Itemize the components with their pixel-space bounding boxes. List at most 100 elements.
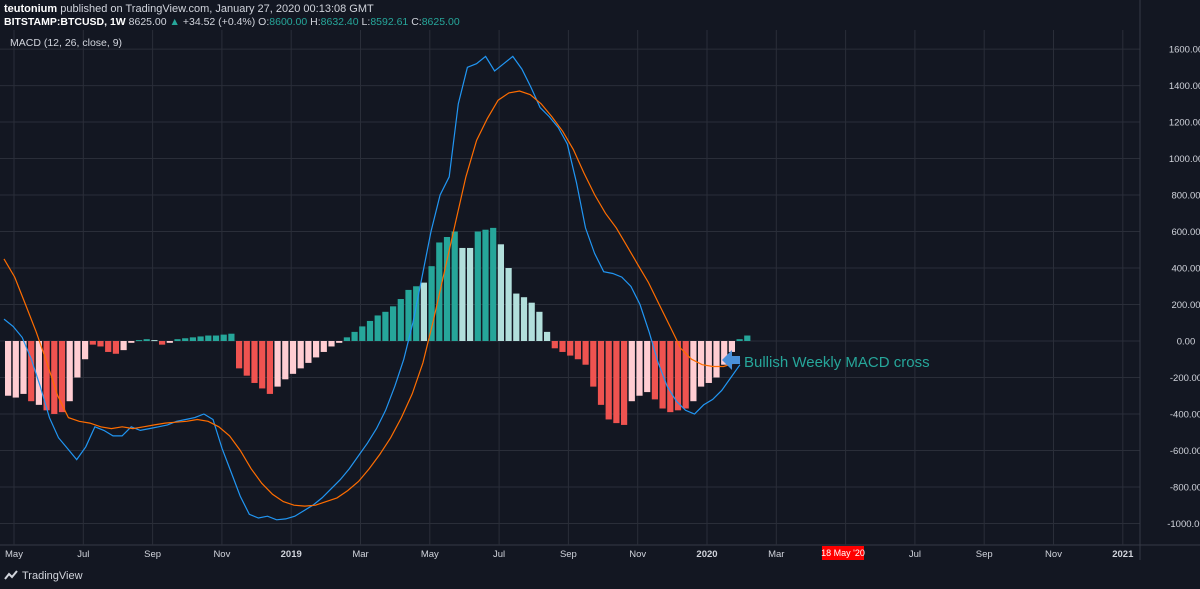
y-tick-label: -800.00: [1170, 482, 1200, 493]
symbol-name[interactable]: BITSTAMP:BTCUSD, 1W: [4, 16, 126, 28]
histogram-bar: [174, 339, 181, 341]
histogram-bar: [282, 341, 289, 380]
y-tick-label: 400.00: [1171, 264, 1200, 275]
y-tick-label: -1000.00: [1167, 519, 1200, 530]
histogram-bar: [205, 335, 212, 341]
x-tick-label: 2021: [1112, 549, 1134, 560]
signal-line: [3, 90, 735, 507]
histogram-bar: [74, 341, 81, 378]
x-tick-label: Jul: [909, 549, 921, 560]
histogram-bar: [674, 341, 682, 411]
histogram-bar: [505, 268, 512, 341]
symbol-bar: BITSTAMP:BTCUSD, 1W 8625.00 ▲ +34.52 (+0…: [4, 16, 460, 29]
histogram-bar: [112, 341, 119, 354]
indicator-label[interactable]: MACD (12, 26, close, 9): [10, 37, 123, 49]
y-tick-label: 200.00: [1171, 300, 1200, 311]
histogram-bar: [744, 335, 751, 341]
x-tick-label: 2019: [281, 549, 302, 560]
histogram-bar: [328, 341, 335, 347]
histogram-bar: [482, 229, 489, 341]
x-tick-label: Sep: [560, 549, 577, 560]
histogram-bar: [336, 341, 343, 343]
x-tick-label: Jul: [493, 549, 505, 560]
histogram-bar: [105, 341, 112, 352]
histogram-bar: [628, 341, 635, 402]
histogram-bar: [228, 333, 235, 341]
publish-info: published on TradingView.com, January 27…: [60, 3, 374, 15]
histogram-bar: [82, 341, 89, 360]
y-tick-label: 800.00: [1171, 191, 1200, 202]
histogram-bar: [313, 341, 320, 358]
histogram-bar: [613, 341, 620, 424]
histogram-bar: [567, 341, 574, 356]
histogram-bar: [66, 341, 73, 402]
histogram-bar: [490, 227, 497, 341]
x-tick-label: May: [5, 549, 23, 560]
histogram-bar: [536, 311, 543, 341]
histogram-bar: [128, 341, 135, 343]
x-tick-label: Nov: [213, 549, 230, 560]
price-change: +34.52 (+0.4%): [182, 16, 256, 28]
y-tick-label: -200.00: [1170, 373, 1200, 384]
histogram-bar: [251, 341, 258, 383]
histogram-bar: [682, 341, 689, 409]
histogram-bar: [97, 341, 104, 347]
histogram-bar: [544, 331, 551, 341]
histogram-bar: [621, 341, 628, 425]
histogram-bar: [189, 337, 196, 341]
histogram-bar: [459, 247, 466, 341]
histogram-bar: [397, 299, 404, 341]
histogram-bar: [297, 341, 304, 369]
histogram-bar: [343, 337, 350, 341]
y-tick-label: -400.00: [1170, 409, 1200, 420]
histogram-bar: [220, 334, 227, 341]
high-label: H:: [310, 16, 321, 28]
x-tick-label: Sep: [976, 549, 993, 560]
histogram-bar: [374, 315, 381, 341]
high-value: 8632.40: [320, 16, 359, 28]
date-marker-label: 18 May '20: [821, 548, 865, 558]
histogram-bar: [728, 341, 735, 352]
y-tick-label: 1400.00: [1169, 81, 1200, 92]
histogram-bar: [644, 341, 651, 393]
left-arrow-icon: [722, 350, 740, 370]
x-tick-label: 2020: [696, 549, 717, 560]
histogram-bar: [159, 341, 166, 345]
x-tick-label: May: [421, 549, 439, 560]
open-value: 8600.00: [269, 16, 308, 28]
publish-header: teutonium published on TradingView.com, …: [4, 3, 374, 16]
histogram-bar: [428, 266, 435, 341]
histogram-bar: [305, 341, 312, 363]
histogram-bar: [651, 341, 658, 400]
histogram-bar: [5, 341, 12, 396]
low-value: 8592.61: [370, 16, 409, 28]
histogram-bar: [28, 341, 35, 402]
histogram-bar: [289, 341, 297, 374]
histogram-bar: [366, 320, 374, 341]
histogram-bar: [89, 341, 96, 345]
histogram-bar: [58, 341, 66, 413]
histogram-bar: [259, 341, 266, 389]
histogram-bar: [359, 326, 366, 341]
histogram-bar: [497, 244, 504, 341]
tradingview-logo[interactable]: TradingView: [4, 570, 83, 582]
x-tick-label: Nov: [629, 549, 646, 560]
author-name[interactable]: teutonium: [4, 3, 58, 15]
histogram-bar: [266, 341, 273, 394]
histogram-bar: [590, 341, 597, 387]
histogram-bar: [520, 297, 528, 341]
histogram-bar: [528, 302, 535, 341]
histogram-bar: [721, 341, 728, 365]
histogram-bar: [467, 247, 474, 341]
date-marker-box[interactable]: [822, 546, 864, 560]
up-triangle-icon: ▲: [169, 16, 180, 28]
histogram-bar: [243, 341, 250, 376]
histogram-bar: [236, 341, 243, 369]
open-label: O:: [258, 16, 270, 28]
histogram-bar: [382, 311, 389, 341]
histogram-bar: [274, 341, 281, 387]
histogram-bar: [513, 293, 520, 341]
histogram-bar: [182, 338, 189, 341]
y-tick-label: 600.00: [1171, 227, 1200, 238]
